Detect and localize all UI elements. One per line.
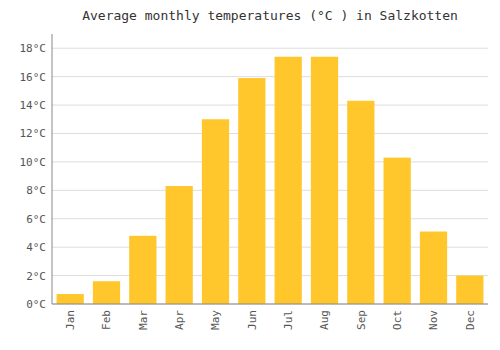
grid-line (52, 161, 488, 162)
x-tick-label: Aug (318, 310, 331, 330)
x-tick-label: Oct (391, 310, 404, 330)
grid-line (52, 76, 488, 77)
y-tick-label: 16°C (20, 71, 47, 84)
x-axis-line (52, 304, 488, 305)
y-axis-line (52, 34, 53, 304)
bar (202, 119, 229, 304)
y-tick-label: 6°C (26, 213, 46, 226)
grid-line (52, 105, 488, 106)
y-tick-label: 14°C (20, 99, 47, 112)
x-tick-label: Dec (464, 310, 477, 330)
y-tick-label: 10°C (20, 156, 47, 169)
x-tick-label: May (209, 310, 222, 330)
bar (384, 158, 411, 304)
x-tick-label: Mar (137, 310, 150, 330)
grid-line (52, 304, 488, 305)
y-tick-label: 18°C (20, 42, 47, 55)
grid-line (52, 133, 488, 134)
bar (93, 281, 120, 304)
y-tick-label: 8°C (26, 184, 46, 197)
grid-line (52, 48, 488, 49)
grid-line (52, 190, 488, 191)
x-tick-label: Nov (427, 310, 440, 330)
x-tick-label: Apr (173, 310, 186, 330)
y-tick-label: 2°C (26, 270, 46, 283)
grid-line (52, 218, 488, 219)
x-tick-label: Jun (246, 310, 259, 330)
bar (347, 101, 374, 304)
bar (420, 232, 447, 304)
chart-title: Average monthly temperatures (°C ) in Sa… (82, 8, 458, 23)
y-tick-label: 12°C (20, 127, 47, 140)
y-tick-label: 4°C (26, 241, 46, 254)
chart-svg: Average monthly temperatures (°C ) in Sa… (0, 0, 500, 350)
bar (166, 186, 193, 304)
bar (275, 57, 302, 304)
bar (238, 78, 265, 304)
y-tick-label: 0°C (26, 298, 46, 311)
x-tick-label: Feb (100, 310, 113, 330)
bar (129, 236, 156, 304)
bar (456, 276, 483, 304)
x-tick-label: Jan (64, 310, 77, 330)
x-tick-label: Sep (355, 310, 368, 330)
bars (57, 57, 484, 304)
x-tick-label: Jul (282, 310, 295, 330)
y-grid (52, 48, 488, 304)
chart-container: Average monthly temperatures (°C ) in Sa… (0, 0, 500, 350)
bar (311, 57, 338, 304)
bar (57, 294, 84, 304)
